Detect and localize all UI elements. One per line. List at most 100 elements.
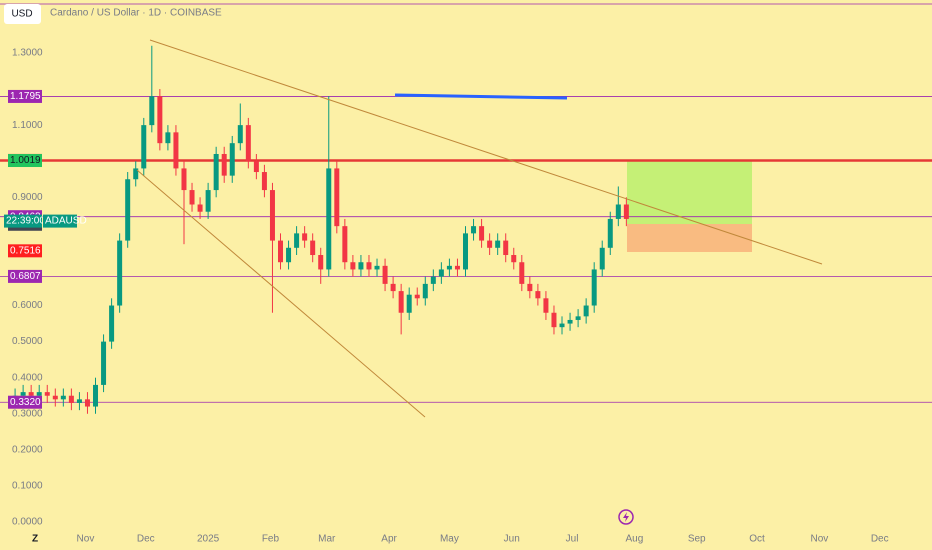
price-label-box — [8, 154, 42, 168]
y-tick-label: 0.0000 — [12, 517, 43, 528]
candle-body — [237, 125, 243, 144]
candle-body — [519, 262, 525, 284]
candle-body — [286, 247, 292, 263]
candle-body — [76, 399, 82, 403]
candle-body — [318, 255, 324, 270]
candle-body — [269, 190, 275, 241]
candle-body — [44, 392, 50, 396]
x-tick-label: Nov — [77, 534, 95, 545]
candle-body — [101, 341, 107, 385]
candle-body — [414, 294, 420, 299]
candle-body — [52, 395, 58, 400]
candle-body — [607, 218, 613, 248]
candle-body — [334, 168, 340, 227]
candle-body — [591, 269, 597, 306]
candle-body — [109, 305, 115, 342]
candle-body — [117, 240, 123, 306]
event-bolt[interactable] — [623, 512, 629, 522]
y-tick-label: 0.4000 — [12, 372, 43, 383]
x-tick-label: Dec — [137, 534, 155, 545]
candle-body — [84, 399, 90, 407]
candle-body — [253, 161, 259, 173]
level-label: 0.3320 — [10, 397, 41, 408]
x-tick-label: Jul — [566, 534, 579, 545]
currency[interactable]: USD — [11, 9, 32, 20]
axis: 0.0000 0.1000 0.2000 0.3000 0.4000 0.5000 0.60… — [4, 48, 889, 545]
x-tick-label: 2025 — [197, 534, 220, 545]
candle-body — [535, 291, 541, 299]
candle-body — [133, 168, 139, 180]
price-label-box — [8, 244, 42, 258]
candle-body — [366, 262, 372, 270]
level-label-box — [8, 89, 42, 103]
x-tick-label: Nov — [810, 534, 828, 545]
drawn-line — [394, 93, 568, 100]
candle-body — [342, 226, 348, 263]
level-label: 0.6807 — [10, 271, 41, 282]
x-tick-label: Apr — [381, 534, 397, 545]
x-tick-label: Jun — [504, 534, 520, 545]
candle-body — [615, 204, 621, 219]
stop-zone — [627, 224, 752, 252]
symbol-box — [43, 214, 77, 228]
candle-body — [567, 319, 573, 324]
x-tick-label: Dec — [871, 534, 889, 545]
candle-body — [60, 395, 66, 400]
candle-body — [487, 240, 493, 248]
y-tick-label: 0.5000 — [12, 336, 43, 347]
candle-body — [551, 312, 557, 328]
candle-body — [213, 153, 219, 191]
currency-box[interactable] — [4, 4, 41, 24]
candle-body — [438, 269, 444, 277]
candle-body — [189, 190, 195, 205]
candle-body — [422, 283, 428, 299]
candle-body — [511, 255, 517, 263]
candle-body — [382, 265, 388, 284]
candle-body — [36, 392, 42, 396]
candle-body — [479, 226, 485, 241]
trendline — [136, 169, 426, 418]
candle-body — [503, 240, 509, 256]
candle-body — [229, 143, 235, 176]
candle-body — [28, 392, 34, 396]
candle-body — [374, 265, 380, 270]
candle-body — [197, 204, 203, 212]
candle-body — [471, 226, 477, 234]
logo: Z — [32, 534, 38, 545]
candle-body — [68, 395, 74, 403]
candle-body — [261, 172, 267, 191]
candle-body — [350, 262, 356, 270]
candle-body — [173, 132, 179, 169]
candle-body — [406, 294, 412, 313]
price-label: 0.7516 — [10, 245, 41, 256]
candle-body — [125, 179, 131, 241]
event-icon[interactable] — [618, 509, 634, 525]
y-tick-label: 0.6000 — [12, 300, 43, 311]
candle-body — [527, 283, 533, 292]
candle-body — [181, 168, 187, 191]
candle-body — [326, 168, 332, 270]
candle-body — [583, 305, 589, 317]
candle-body — [358, 262, 364, 270]
candle-body — [294, 233, 300, 248]
price-label: 1.0019 — [10, 155, 41, 166]
candle-body — [302, 233, 308, 241]
candle-body — [310, 240, 316, 256]
y-tick-label: 1.3000 — [12, 48, 43, 59]
candle-body — [543, 298, 549, 313]
candle-body — [157, 96, 163, 144]
chart-title: Cardano / US Dollar · 1D · COINBASE — [50, 8, 222, 19]
candle-body — [245, 125, 251, 162]
x-tick-label: Oct — [749, 534, 765, 545]
level-label-box — [8, 269, 42, 283]
candle-body — [599, 247, 605, 270]
candle-body — [454, 265, 460, 270]
level-label-box — [8, 395, 42, 409]
x-tick-label: Mar — [318, 534, 336, 545]
candle-body — [205, 190, 211, 212]
target-zone — [627, 160, 752, 224]
candle-body — [446, 265, 452, 270]
y-tick-label: 0.2000 — [12, 444, 43, 455]
